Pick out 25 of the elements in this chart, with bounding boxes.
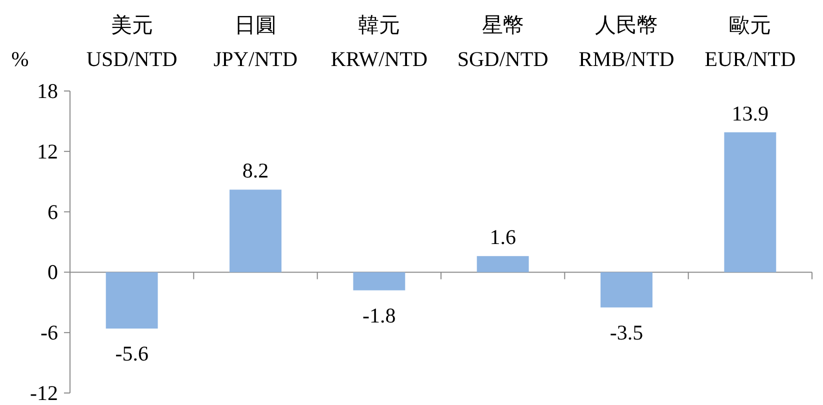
x-tick-label: 美元 USD/NTD: [86, 13, 178, 71]
x-tick-label: 韓元 KRW/NTD: [330, 13, 428, 71]
bar: [353, 272, 406, 290]
bar: [106, 272, 158, 329]
data-label: -5.6: [115, 342, 148, 366]
data-label: 13.9: [732, 101, 769, 126]
x-tick-label: 日圓 JPY/NTD: [213, 13, 298, 71]
data-label: -3.5: [610, 320, 644, 344]
y-tick-label: 12: [37, 139, 58, 164]
bar: [476, 256, 529, 272]
y-tick-label: 18: [37, 79, 58, 103]
y-tick-label: -6: [40, 320, 58, 345]
x-tick-label: 人民幣 RMB/NTD: [578, 13, 674, 71]
x-tick-label: 歐元 EUR/NTD: [704, 13, 796, 71]
bar: [600, 272, 652, 308]
y-tick-label: 0: [48, 260, 58, 284]
bar: [724, 132, 776, 272]
y-tick-label: 6: [48, 200, 58, 224]
data-label: 1.6: [490, 225, 516, 250]
data-label: -1.8: [362, 303, 396, 328]
y-tick-label: -12: [30, 381, 58, 405]
bar: [230, 190, 282, 272]
y-axis-title: %: [11, 47, 29, 71]
x-tick-label: 星幣 SGD/NTD: [457, 13, 548, 71]
data-label: 8.2: [242, 158, 269, 183]
